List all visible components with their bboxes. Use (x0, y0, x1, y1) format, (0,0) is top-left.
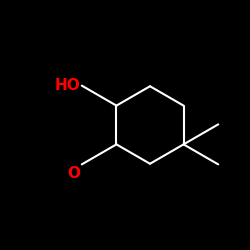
Text: HO: HO (55, 78, 80, 93)
Text: O: O (68, 166, 80, 180)
